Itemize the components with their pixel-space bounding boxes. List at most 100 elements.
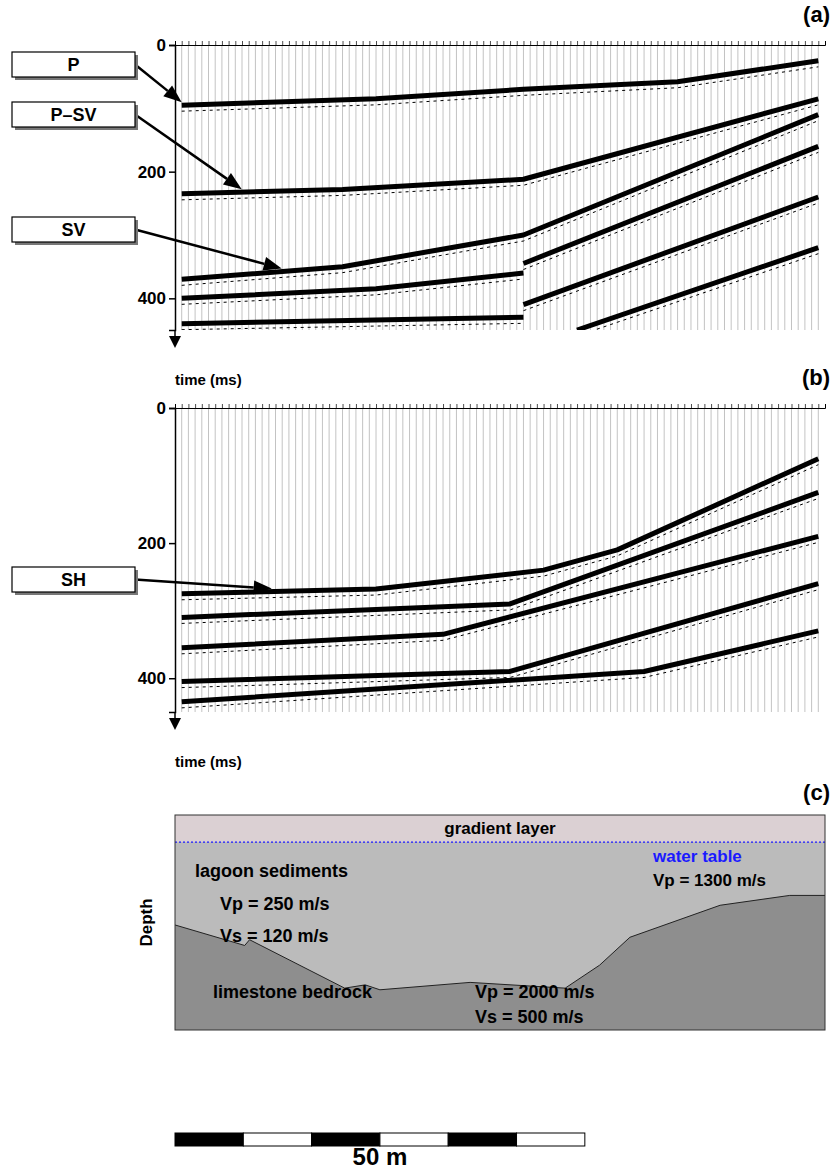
x-tick [584, 404, 585, 408]
x-tick-mark [316, 404, 317, 408]
x-tick-mark [611, 404, 612, 408]
trace [295, 45, 296, 330]
x-tick-mark [611, 41, 612, 45]
label-box [12, 52, 135, 77]
x-tick-mark [309, 41, 310, 45]
trace [744, 45, 745, 330]
x-tick [537, 404, 538, 408]
trace [617, 45, 618, 330]
x-tick-mark [282, 404, 283, 408]
scale-segment [175, 1133, 243, 1146]
event-label: SV [12, 217, 282, 271]
trace [617, 408, 618, 712]
x-tick [510, 41, 511, 45]
x-tick-mark [235, 41, 236, 45]
x-tick-mark [510, 41, 511, 45]
x-tick [812, 41, 813, 45]
trace [623, 45, 624, 330]
trace [469, 408, 470, 712]
trace [409, 408, 410, 712]
trace [262, 408, 263, 712]
x-tick [617, 41, 618, 45]
x-tick-mark [624, 404, 625, 408]
x-tick [577, 41, 578, 45]
x-tick [222, 404, 223, 408]
x-tick-mark [577, 41, 578, 45]
x-tick [678, 404, 679, 408]
x-tick-mark [329, 404, 330, 408]
x-tick-mark [255, 404, 256, 408]
trace [349, 408, 350, 712]
x-tick [483, 404, 484, 408]
x-tick [791, 404, 792, 408]
x-tick-mark [490, 404, 491, 408]
x-tick-mark [798, 404, 799, 408]
x-tick-mark [758, 404, 759, 408]
x-tick-mark [336, 41, 337, 45]
x-axis [176, 404, 826, 409]
x-tick [718, 404, 719, 408]
x-tick-mark [818, 404, 819, 408]
trace [664, 45, 665, 330]
trace [416, 408, 417, 712]
x-tick-mark [530, 404, 531, 408]
event [182, 631, 819, 702]
x-tick-mark [363, 404, 364, 408]
x-tick-mark [376, 404, 377, 408]
x-tick [651, 404, 652, 408]
x-tick [296, 41, 297, 45]
x-tick-mark [570, 41, 571, 45]
x-tick [376, 41, 377, 45]
trace [630, 45, 631, 330]
x-tick [430, 41, 431, 45]
section-label: gradient layer [444, 819, 556, 838]
x-tick-mark [188, 404, 189, 408]
y-tick-mark [169, 45, 175, 47]
trace [228, 408, 229, 712]
section-label: Vs = 120 m/s [220, 926, 329, 946]
x-tick [349, 404, 350, 408]
x-tick [195, 41, 196, 45]
x-tick-mark [631, 41, 632, 45]
x-tick [343, 404, 344, 408]
trace [778, 45, 779, 330]
x-tick [403, 41, 404, 45]
plot-area [182, 45, 819, 330]
water-table [175, 841, 825, 842]
x-tick [443, 41, 444, 45]
x-tick [738, 404, 739, 408]
label-arrow-shaft [135, 115, 227, 179]
bedrock [175, 895, 825, 1030]
x-tick-mark [436, 404, 437, 408]
x-tick [289, 41, 290, 45]
y-tick: 200 [138, 163, 175, 182]
x-tick [724, 41, 725, 45]
x-tick [684, 41, 685, 45]
y-tick: 200 [138, 534, 175, 553]
trace [429, 408, 430, 712]
event-wiggle [182, 121, 819, 286]
trace [610, 408, 611, 712]
x-tick-mark [550, 41, 551, 45]
x-tick [235, 404, 236, 408]
trace [697, 408, 698, 712]
x-tick [450, 404, 451, 408]
x-tick [316, 404, 317, 408]
x-tick-mark [456, 404, 457, 408]
x-tick-mark [343, 404, 344, 408]
x-tick [302, 404, 303, 408]
y-axis-title: Depth [137, 898, 156, 946]
x-tick-mark [738, 41, 739, 45]
x-tick [570, 404, 571, 408]
x-tick-mark [403, 41, 404, 45]
x-tick-mark [604, 404, 605, 408]
x-tick [631, 41, 632, 45]
event-wiggle [182, 67, 819, 111]
event [523, 146, 818, 263]
x-tick-mark [617, 404, 618, 408]
trace [255, 408, 256, 712]
y-axis-line [169, 409, 176, 713]
x-tick-mark [503, 404, 504, 408]
x-tick [584, 41, 585, 45]
x-tick-mark [276, 41, 277, 45]
